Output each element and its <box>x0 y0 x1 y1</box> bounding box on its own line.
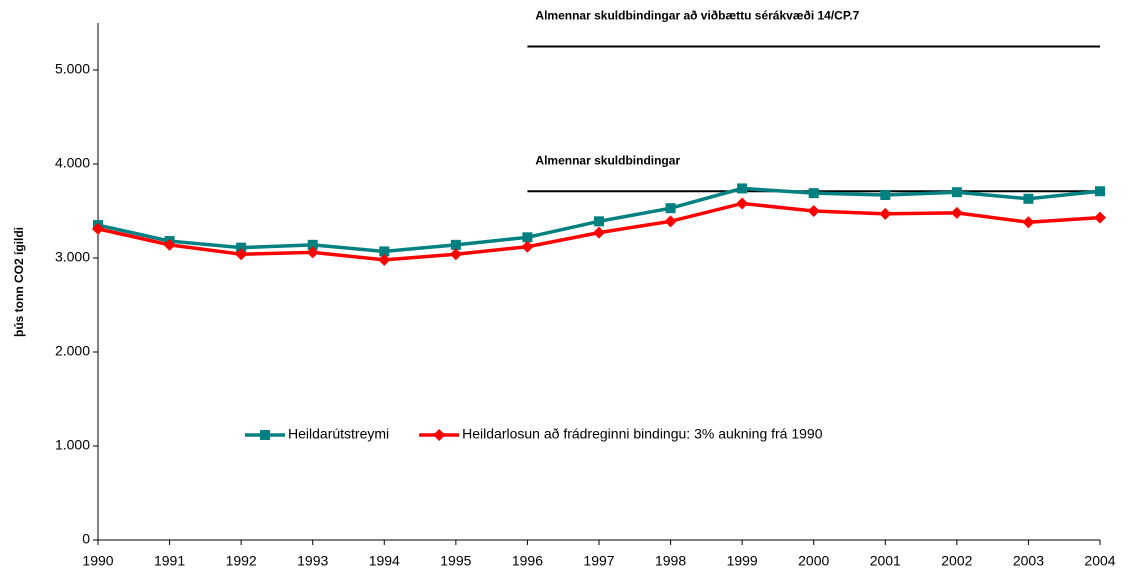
marker <box>807 205 820 217</box>
legend-label: Heildarútstreymi <box>288 426 389 442</box>
marker <box>1022 216 1035 229</box>
x-tick-label: 1990 <box>82 553 113 569</box>
x-tick-label: 1998 <box>655 553 686 569</box>
marker <box>951 187 962 198</box>
marker <box>260 430 270 440</box>
marker <box>163 238 176 251</box>
y-tick-label: 2.000 <box>55 343 90 359</box>
x-tick-label: 1992 <box>226 553 257 569</box>
marker <box>521 240 534 253</box>
x-tick-label: 1991 <box>154 553 185 569</box>
marker <box>450 239 461 250</box>
marker <box>449 248 462 261</box>
marker <box>736 197 749 210</box>
x-tick-label: 2003 <box>1013 553 1044 569</box>
y-tick-label: 0 <box>82 531 90 547</box>
marker <box>808 188 819 199</box>
marker <box>594 216 604 227</box>
y-axis-label: þús tonn CO2 ígildi <box>12 227 26 337</box>
marker <box>378 253 391 266</box>
x-tick-label: 1996 <box>512 553 543 569</box>
marker <box>593 226 605 239</box>
marker <box>737 183 748 194</box>
x-tick-label: 1994 <box>369 553 400 569</box>
annotation: Almennar skuldbindingar <box>535 153 680 167</box>
y-tick-label: 4.000 <box>55 155 90 171</box>
legend-label: Heildarlosun að frádreginni bindingu: 3%… <box>462 426 823 442</box>
x-tick-label: 2004 <box>1084 553 1115 569</box>
x-tick-label: 2000 <box>798 553 829 569</box>
marker <box>236 242 247 253</box>
x-tick-label: 1993 <box>297 553 328 569</box>
marker <box>879 207 892 220</box>
marker <box>307 239 318 250</box>
marker <box>306 246 319 259</box>
y-tick-label: 5.000 <box>55 61 90 77</box>
marker <box>1023 193 1034 204</box>
y-tick-label: 1.000 <box>55 437 90 453</box>
marker <box>522 232 533 243</box>
x-tick-label: 1997 <box>583 553 614 569</box>
x-tick-label: 2001 <box>870 553 901 569</box>
x-tick-label: 1995 <box>440 553 471 569</box>
marker <box>950 206 963 219</box>
marker <box>92 222 104 235</box>
marker <box>1094 211 1106 224</box>
x-tick-label: 2002 <box>941 553 972 569</box>
marker <box>379 246 390 257</box>
marker <box>235 248 248 261</box>
annotation: Almennar skuldbindingar að viðbættu sérá… <box>535 9 859 23</box>
x-tick-label: 1999 <box>727 553 758 569</box>
marker <box>433 429 446 441</box>
marker <box>664 215 677 228</box>
marker <box>665 203 676 214</box>
y-tick-label: 3.000 <box>55 249 90 265</box>
marker <box>880 190 891 201</box>
marker <box>1095 186 1105 197</box>
